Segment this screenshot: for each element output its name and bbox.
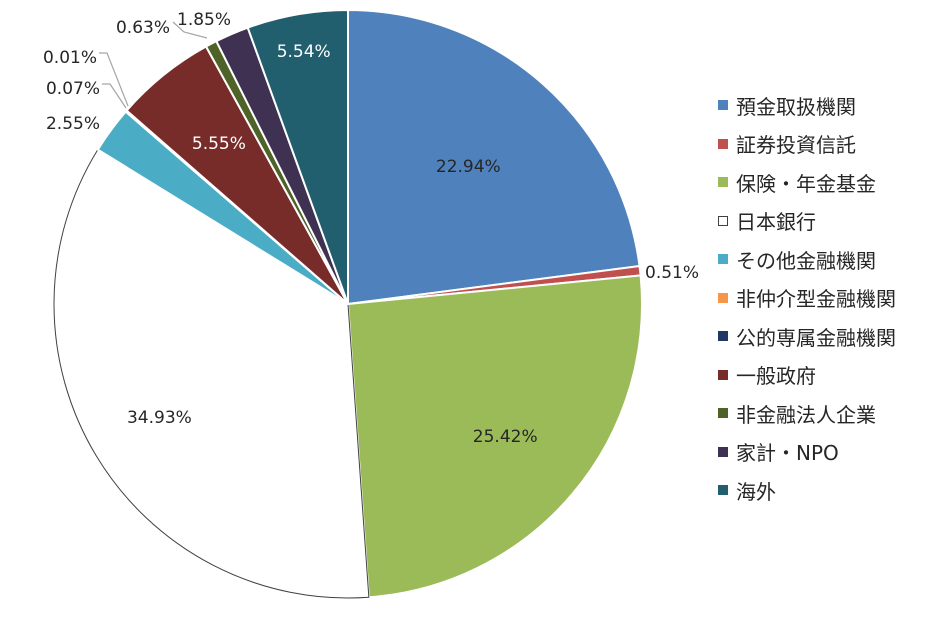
legend-label: 一般政府	[736, 364, 816, 389]
slice-2	[347, 274, 644, 599]
data-label-3: 34.93%	[127, 408, 192, 428]
legend-item: 日本銀行	[718, 202, 896, 241]
legend-item: 保険・年金基金	[718, 163, 896, 202]
legend-item: 海外	[718, 471, 896, 510]
legend-item: 預金取扱機関	[718, 86, 896, 125]
legend-swatch	[718, 485, 728, 496]
data-label-10: 5.54%	[277, 42, 331, 62]
legend-item: 公的専属金融機関	[718, 317, 896, 356]
data-label-6: 0.01%	[43, 48, 97, 68]
slice-3	[53, 149, 370, 599]
legend-swatch	[718, 369, 728, 380]
legend-swatch	[718, 292, 728, 303]
data-label-7: 5.55%	[192, 134, 246, 154]
legend-swatch	[718, 138, 728, 149]
legend-swatch	[718, 408, 728, 419]
slice-0	[347, 9, 641, 305]
legend-item: 家計・NPO	[718, 433, 896, 472]
legend: 預金取扱機関 証券投資信託 保険・年金基金 日本銀行その他金融機関 非仲介型金融機関 公的…	[718, 86, 896, 510]
slice-10	[246, 9, 349, 305]
leader-line-8	[172, 21, 208, 39]
legend-label: 保険・年金基金	[736, 171, 876, 196]
legend-swatch	[718, 215, 728, 226]
data-labels-layer: 22.94% 0.51% 25.42% 34.93% 2.55% 0.07% 0.01% 5.…	[43, 10, 699, 447]
leader-line-6	[99, 52, 129, 107]
legend-item: 証券投資信託	[718, 125, 896, 164]
legend-swatch	[718, 331, 728, 342]
data-label-5: 0.07%	[46, 79, 100, 99]
legend-swatch	[718, 446, 728, 457]
legend-label: 非仲介型金融機関	[736, 287, 896, 312]
legend-swatch	[718, 177, 728, 188]
legend-label: 海外	[736, 479, 776, 504]
legend-label: 非金融法人企業	[736, 402, 876, 427]
data-label-1: 0.51%	[645, 263, 699, 283]
legend-item: その他金融機関	[718, 240, 896, 279]
data-label-9: 1.85%	[177, 10, 231, 30]
data-label-2: 25.42%	[473, 427, 538, 447]
data-label-0: 22.94%	[436, 157, 501, 177]
legend-label: 日本銀行	[736, 210, 816, 235]
legend-label: 証券投資信託	[736, 133, 856, 158]
data-label-4: 2.55%	[46, 114, 100, 134]
legend-label: 家計・NPO	[736, 441, 839, 466]
data-label-8: 0.63%	[116, 18, 170, 38]
legend-item: 非仲介型金融機関	[718, 279, 896, 318]
leader-line-5	[102, 83, 127, 109]
leader-lines-layer	[99, 21, 208, 109]
legend-swatch	[718, 100, 728, 111]
legend-swatch	[718, 254, 728, 265]
slices-layer	[53, 9, 644, 599]
legend-item: 非金融法人企業	[718, 394, 896, 433]
legend-label: その他金融機関	[736, 248, 876, 273]
legend-label: 公的専属金融機関	[736, 325, 896, 350]
legend-label: 預金取扱機関	[736, 94, 856, 119]
legend-item: 一般政府	[718, 356, 896, 395]
